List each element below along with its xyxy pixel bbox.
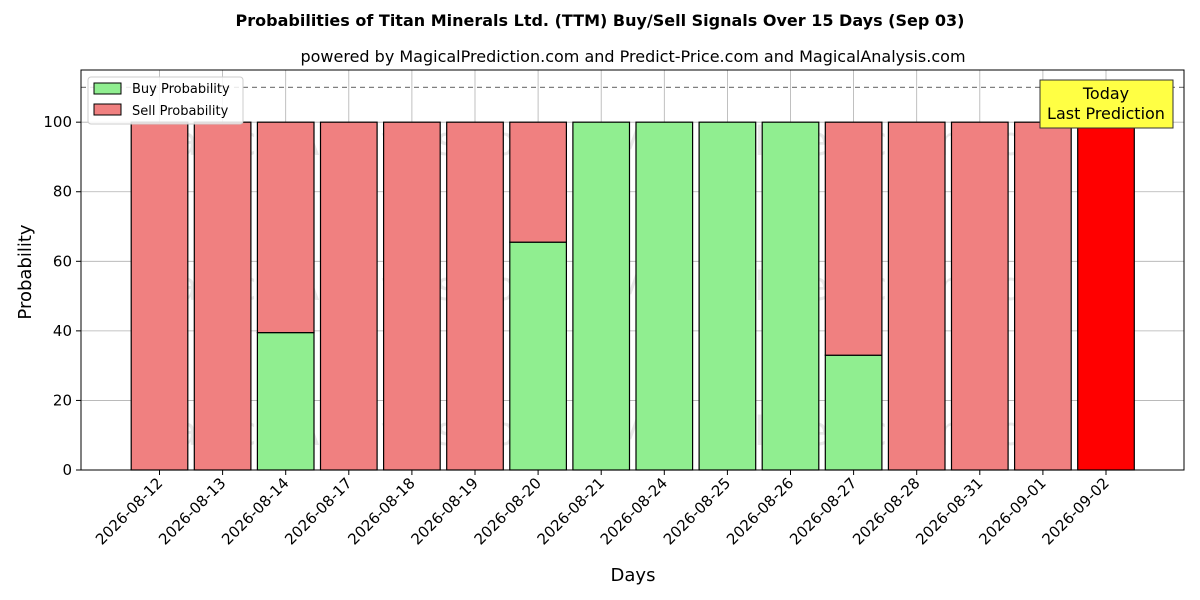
sell-bar xyxy=(824,121,883,356)
sell-bar xyxy=(383,121,441,471)
sell-bar xyxy=(256,121,315,334)
x-tick-label: 2026-08-13 xyxy=(155,474,229,548)
sell-bar xyxy=(887,121,946,471)
legend-label-buy: Buy Probability xyxy=(132,82,230,97)
x-tick-label: 2026-08-20 xyxy=(471,474,545,548)
buy-bar xyxy=(509,241,567,471)
x-tick-label: 2026-08-24 xyxy=(597,474,671,548)
x-tick-label: 2026-08-21 xyxy=(534,474,608,548)
x-tick-label: 2026-08-18 xyxy=(344,474,418,548)
y-axis-label: Probability xyxy=(15,224,36,319)
buy-bar xyxy=(824,354,883,471)
x-axis-label: Days xyxy=(611,565,656,586)
buy-bar xyxy=(761,121,820,471)
sell-bar xyxy=(1013,121,1072,471)
sell-bar xyxy=(950,121,1009,471)
annotation-text: Today xyxy=(1082,84,1129,103)
y-tick-label: 60 xyxy=(53,252,72,270)
x-tick-label: 2026-08-28 xyxy=(849,474,923,548)
buy-bar xyxy=(256,332,315,471)
y-tick-label: 100 xyxy=(43,113,72,131)
y-tick-label: 80 xyxy=(53,183,72,201)
legend-label-sell: Sell Probability xyxy=(132,104,229,119)
legend: Buy Probability Sell Probability xyxy=(87,76,244,125)
x-tick-label: 2026-08-14 xyxy=(218,474,292,548)
chart-title: Probabilities of Titan Minerals Ltd. (TT… xyxy=(236,11,965,30)
x-tick-label: 2026-08-31 xyxy=(912,474,986,548)
y-tick-label: 20 xyxy=(53,391,72,409)
x-tick-label: 2026-08-25 xyxy=(660,474,734,548)
x-tick-label: 2026-08-12 xyxy=(92,474,166,548)
x-tick-label: 2026-09-02 xyxy=(1038,474,1112,548)
annotation-box xyxy=(1039,79,1174,129)
plot-area: MagicalAnalysis.comMagicalPrediction.com… xyxy=(43,69,1185,548)
legend-box xyxy=(87,76,244,125)
sell-bar xyxy=(446,121,504,471)
sell-bar xyxy=(319,121,378,471)
legend-swatch-buy xyxy=(93,82,122,95)
axes-frame xyxy=(80,69,1185,471)
y-tick-label: 0 xyxy=(62,461,72,479)
legend-swatch-sell xyxy=(93,103,122,116)
buy-bar xyxy=(635,121,694,471)
x-tick-label: 2026-08-19 xyxy=(407,474,481,548)
buy-bar xyxy=(572,121,631,471)
x-tick-label: 2026-09-01 xyxy=(975,474,1049,548)
buy-bar xyxy=(698,121,757,471)
y-tick-label: 40 xyxy=(53,322,72,340)
sell-bar xyxy=(509,121,567,243)
x-tick-label: 2026-08-17 xyxy=(281,474,355,548)
annotation-text: Last Prediction xyxy=(1047,104,1165,123)
x-tick-label: 2026-08-26 xyxy=(723,474,797,548)
x-tick-label: 2026-08-27 xyxy=(786,474,860,548)
sell-bar xyxy=(130,121,189,471)
highlight-sell-bar xyxy=(1077,121,1135,471)
chart-subtitle: powered by MagicalPrediction.com and Pre… xyxy=(300,47,965,66)
sell-bar xyxy=(193,121,252,471)
